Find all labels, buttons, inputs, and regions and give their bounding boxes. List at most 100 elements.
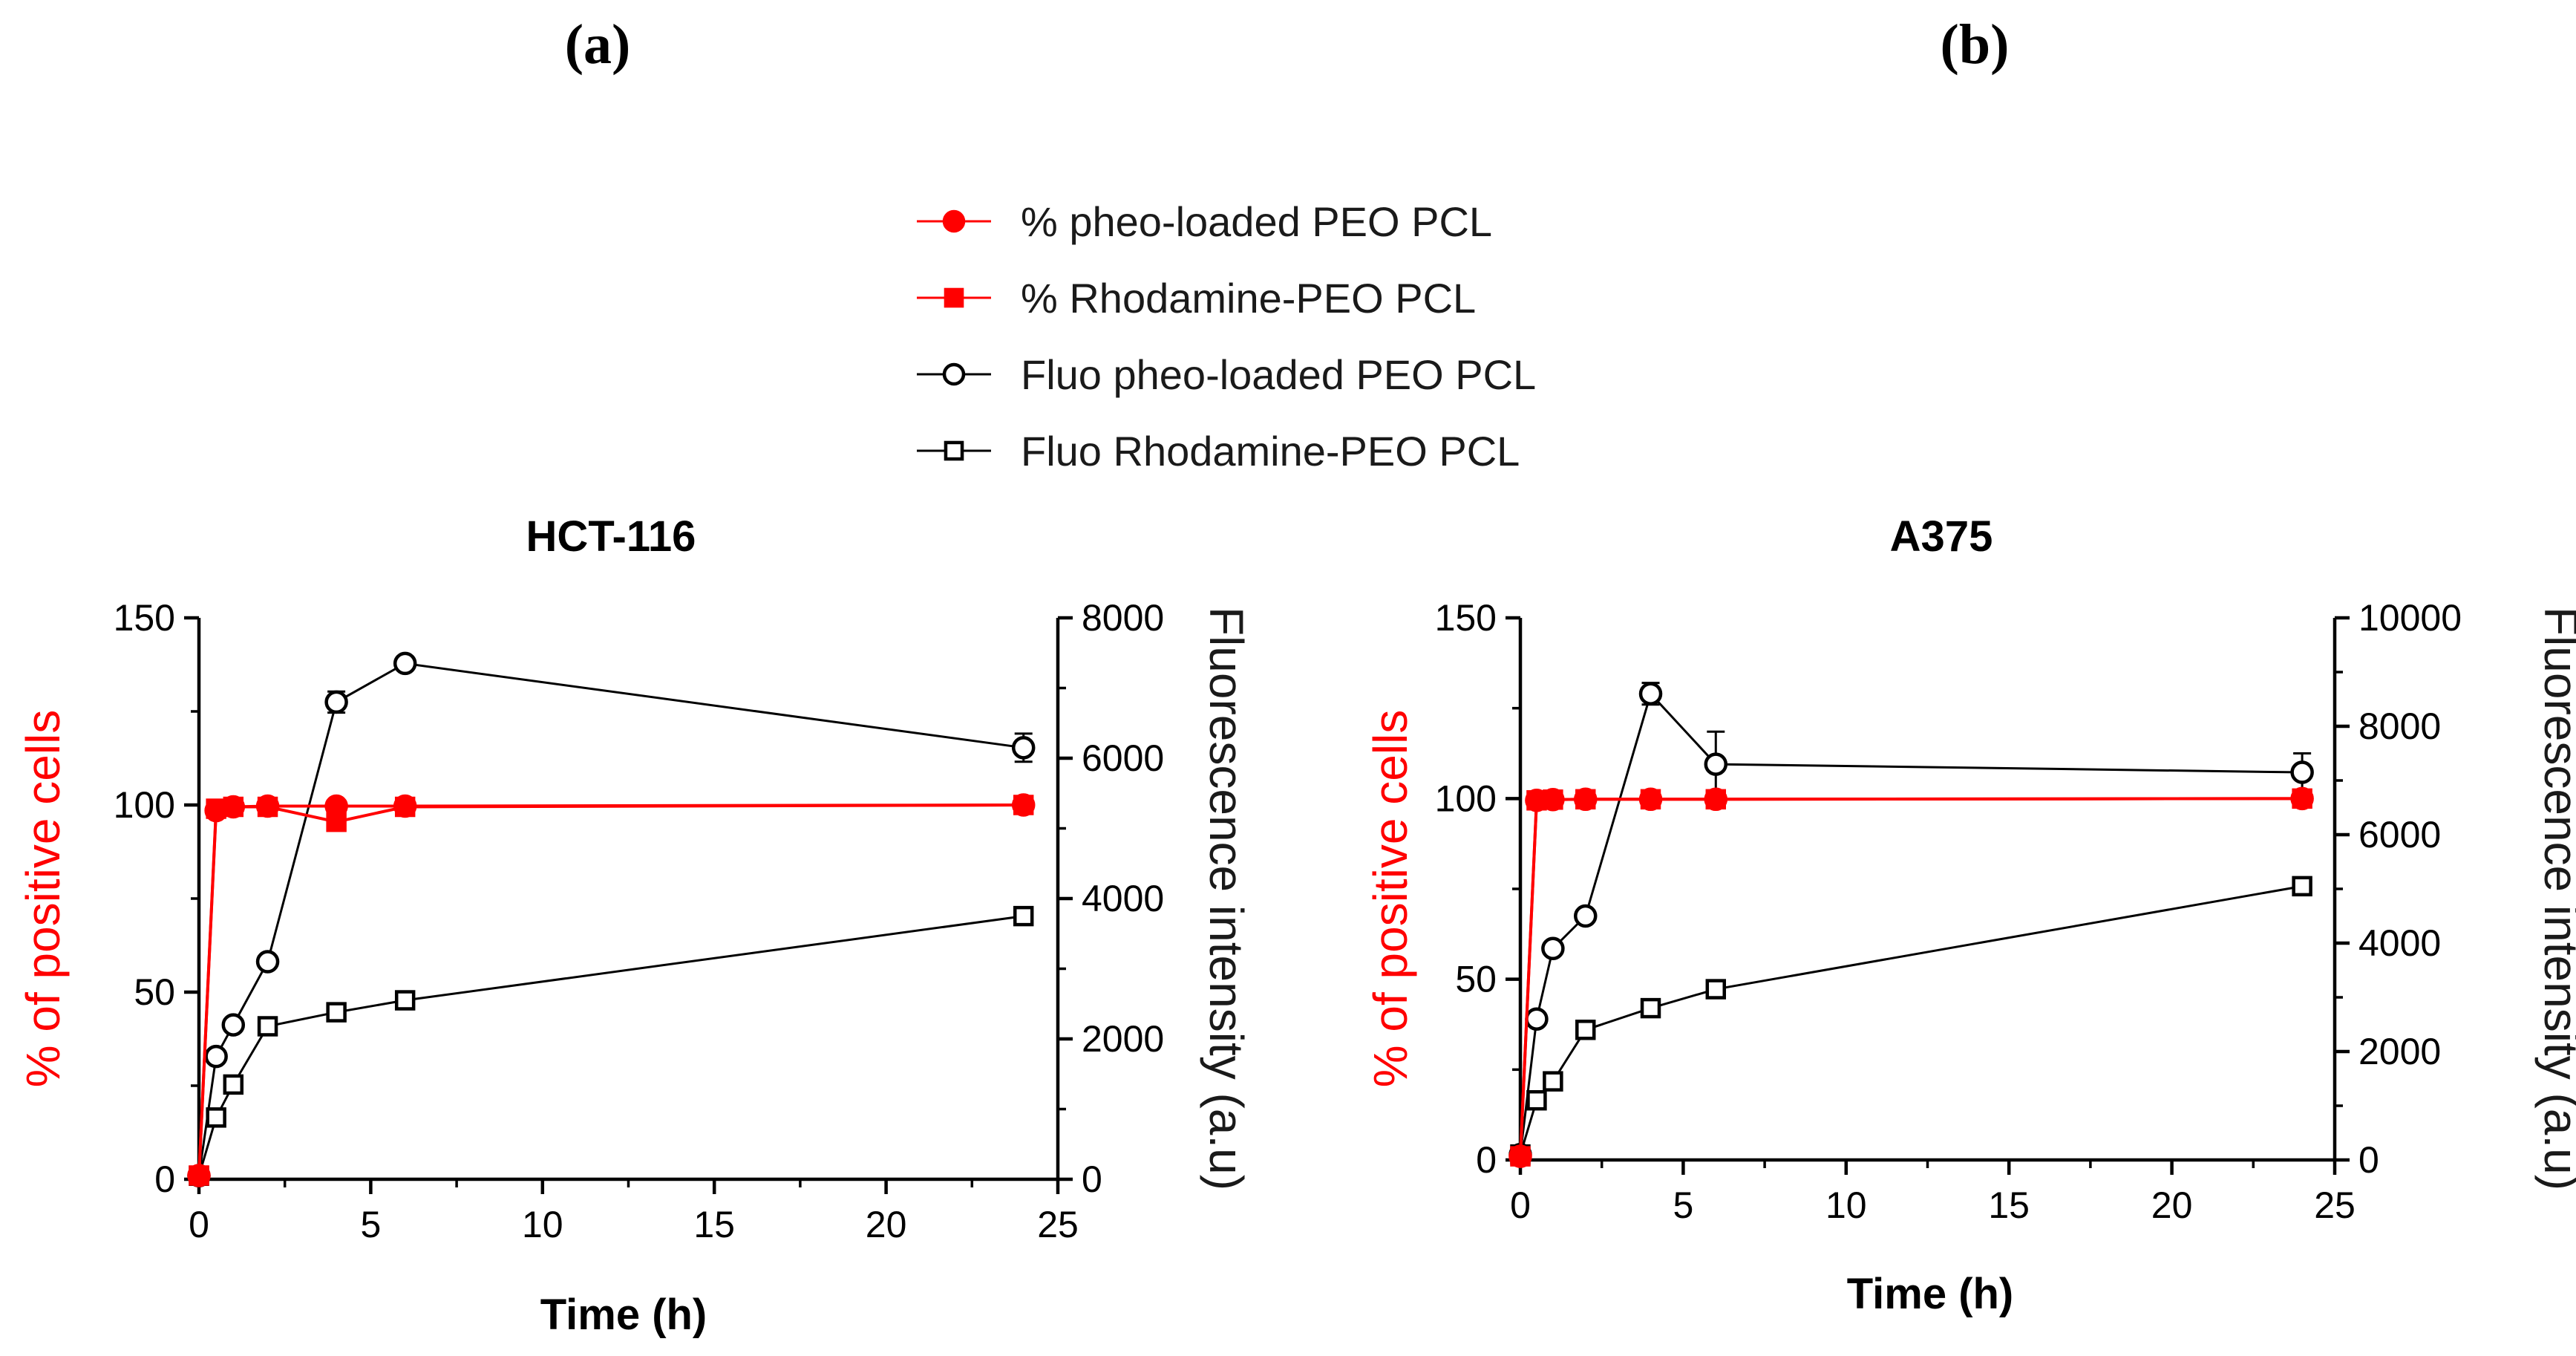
right-y-axis-label: Fluorescence intensity (a.u)	[1200, 607, 1253, 1190]
data-point	[1526, 1089, 1547, 1111]
x-axis-label: Time (h)	[540, 1291, 707, 1339]
data-point	[1543, 789, 1563, 810]
chart-title: A375	[1890, 512, 1993, 561]
x-tick-label: 0	[1510, 1184, 1531, 1226]
legend: % pheo-loaded PEO PCL % Rhodamine-PEO PCL…	[917, 198, 1536, 475]
series-line	[1519, 797, 2303, 1157]
series-0	[1508, 786, 2314, 1168]
data-point	[204, 1044, 228, 1069]
data-point	[2292, 788, 2312, 809]
data-point	[2290, 760, 2314, 784]
right-y-tick-label: 2000	[1082, 1018, 1164, 1060]
x-axis-label: Time (h)	[1847, 1270, 2014, 1318]
series-3	[189, 905, 1034, 1187]
left-y-tick-label: 100	[1435, 778, 1497, 819]
series-line	[197, 804, 1024, 1176]
series-1	[1510, 788, 2312, 1167]
data-point	[1574, 904, 1598, 928]
data-point	[1510, 1146, 1531, 1167]
series-line	[1519, 691, 2303, 1155]
x-tick-label: 0	[189, 1204, 209, 1245]
x-tick-label: 25	[2314, 1184, 2356, 1226]
x-tick-label: 15	[1988, 1184, 2030, 1226]
series-3	[1510, 876, 2312, 1165]
left-y-tick-label: 150	[114, 597, 175, 639]
series-2	[187, 651, 1036, 1188]
series-1	[189, 795, 1034, 1186]
data-point	[1013, 905, 1034, 927]
series-2	[1508, 682, 2314, 1167]
x-tick-label: 20	[866, 1204, 907, 1245]
data-point	[1704, 752, 1728, 776]
x-tick-label: 20	[2151, 1184, 2193, 1226]
right-y-tick-label: 8000	[1082, 597, 1164, 639]
right-y-tick-label: 4000	[1082, 878, 1164, 919]
data-point	[255, 950, 280, 974]
chart-title: HCT-116	[526, 512, 696, 561]
right-y-tick-label: 6000	[2358, 814, 2441, 855]
legend-marker-2	[942, 362, 966, 386]
panel-label-a: (a)	[565, 13, 631, 76]
series-line	[197, 662, 1024, 1176]
data-point	[189, 1165, 209, 1186]
data-point	[223, 796, 244, 818]
data-point	[324, 690, 348, 714]
x-tick-label: 10	[522, 1204, 563, 1245]
left-y-tick-label: 50	[134, 971, 175, 1013]
data-point	[223, 1074, 244, 1095]
legend-label-3: Fluo Rhodamine-PEO PCL	[1021, 428, 1520, 475]
right-y-tick-label: 8000	[2358, 705, 2441, 747]
data-point	[257, 796, 278, 818]
x-tick-label: 10	[1825, 1184, 1867, 1226]
panel-label-b: (b)	[1941, 13, 2010, 76]
series-line	[197, 915, 1024, 1176]
data-point	[1526, 790, 1547, 811]
right-y-tick-label: 2000	[2358, 1031, 2441, 1072]
data-point	[326, 1002, 347, 1023]
data-point	[257, 1016, 278, 1037]
right-y-axis-label: Fluorescence intensity (a.u)	[2534, 607, 2576, 1190]
right-y-tick-label: 6000	[1082, 737, 1164, 779]
left-y-tick-label: 0	[154, 1158, 175, 1200]
data-point	[206, 1107, 226, 1128]
data-point	[1011, 736, 1036, 760]
right-y-tick-label: 0	[1082, 1158, 1102, 1200]
data-point	[393, 651, 417, 676]
left-y-axis-label: % of positive cells	[1364, 710, 1417, 1088]
right-y-tick-label: 0	[2358, 1139, 2379, 1181]
data-point	[1013, 795, 1034, 815]
x-tick-label: 25	[1037, 1204, 1079, 1245]
series-0	[187, 793, 1036, 1187]
data-point	[2292, 876, 2312, 897]
data-point	[206, 798, 226, 819]
data-point	[1705, 979, 1727, 1000]
right-y-tick-label: 10000	[2358, 597, 2462, 639]
left-y-tick-label: 50	[1455, 959, 1497, 1000]
left-y-axis-label: % of positive cells	[16, 710, 70, 1088]
left-y-tick-label: 0	[1476, 1139, 1497, 1181]
data-point	[1640, 789, 1661, 810]
data-point	[1575, 1020, 1596, 1040]
series-line	[1519, 884, 2303, 1155]
data-point	[1640, 997, 1661, 1019]
data-point	[1638, 682, 1663, 705]
data-point	[1543, 1071, 1563, 1092]
data-point	[1525, 1007, 1549, 1031]
legend-marker-3	[944, 440, 964, 461]
series-line	[1519, 797, 2303, 1157]
data-point	[394, 796, 416, 818]
series-line	[197, 804, 1024, 1176]
legend-label-0: % pheo-loaded PEO PCL	[1021, 198, 1492, 245]
left-y-tick-label: 100	[114, 784, 175, 826]
x-tick-label: 5	[360, 1204, 381, 1245]
data-point	[326, 811, 347, 832]
legend-label-2: Fluo pheo-loaded PEO PCL	[1021, 351, 1536, 398]
data-point	[1575, 789, 1596, 810]
x-tick-label: 5	[1673, 1184, 1693, 1226]
legend-label-1: % Rhodamine-PEO PCL	[1021, 275, 1476, 322]
data-point	[1541, 936, 1565, 961]
data-point	[394, 990, 416, 1011]
